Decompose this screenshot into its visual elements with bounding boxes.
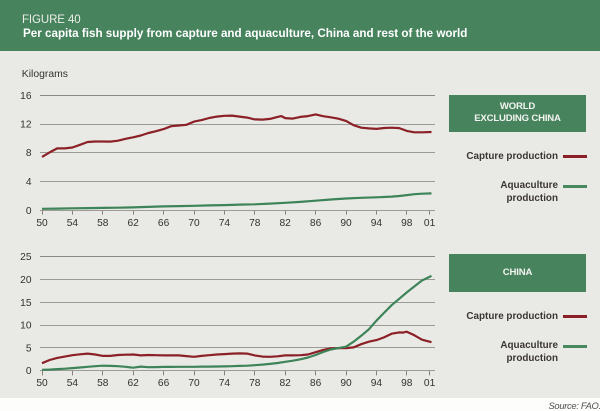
svg-text:62: 62 xyxy=(128,218,140,229)
svg-text:0: 0 xyxy=(26,206,32,217)
svg-text:98: 98 xyxy=(401,218,413,229)
svg-text:16: 16 xyxy=(20,91,32,102)
svg-text:0: 0 xyxy=(26,366,32,377)
svg-text:86: 86 xyxy=(310,218,322,229)
svg-text:50: 50 xyxy=(36,218,48,229)
svg-text:90: 90 xyxy=(340,218,352,229)
svg-text:94: 94 xyxy=(371,378,383,389)
svg-text:66: 66 xyxy=(158,378,170,389)
svg-text:54: 54 xyxy=(67,218,79,229)
svg-text:8: 8 xyxy=(26,148,32,159)
svg-text:10: 10 xyxy=(20,321,32,332)
svg-text:82: 82 xyxy=(280,378,292,389)
svg-text:50: 50 xyxy=(36,378,48,389)
svg-text:58: 58 xyxy=(97,378,109,389)
svg-text:01: 01 xyxy=(424,378,436,389)
svg-text:74: 74 xyxy=(219,218,231,229)
svg-text:78: 78 xyxy=(249,378,261,389)
svg-text:82: 82 xyxy=(280,218,292,229)
svg-text:94: 94 xyxy=(371,218,383,229)
svg-text:98: 98 xyxy=(401,378,413,389)
svg-text:01: 01 xyxy=(424,218,436,229)
svg-text:78: 78 xyxy=(249,218,261,229)
svg-text:62: 62 xyxy=(128,378,140,389)
svg-text:90: 90 xyxy=(340,378,352,389)
svg-text:25: 25 xyxy=(20,252,32,263)
svg-text:86: 86 xyxy=(310,378,322,389)
svg-text:70: 70 xyxy=(188,218,200,229)
svg-text:5: 5 xyxy=(26,343,32,354)
svg-text:12: 12 xyxy=(20,120,32,131)
svg-text:74: 74 xyxy=(219,378,231,389)
svg-text:15: 15 xyxy=(20,298,32,309)
svg-text:66: 66 xyxy=(158,218,170,229)
svg-text:54: 54 xyxy=(67,378,79,389)
svg-text:70: 70 xyxy=(188,378,200,389)
svg-text:20: 20 xyxy=(20,275,32,286)
svg-text:58: 58 xyxy=(97,218,109,229)
svg-text:4: 4 xyxy=(26,177,32,188)
